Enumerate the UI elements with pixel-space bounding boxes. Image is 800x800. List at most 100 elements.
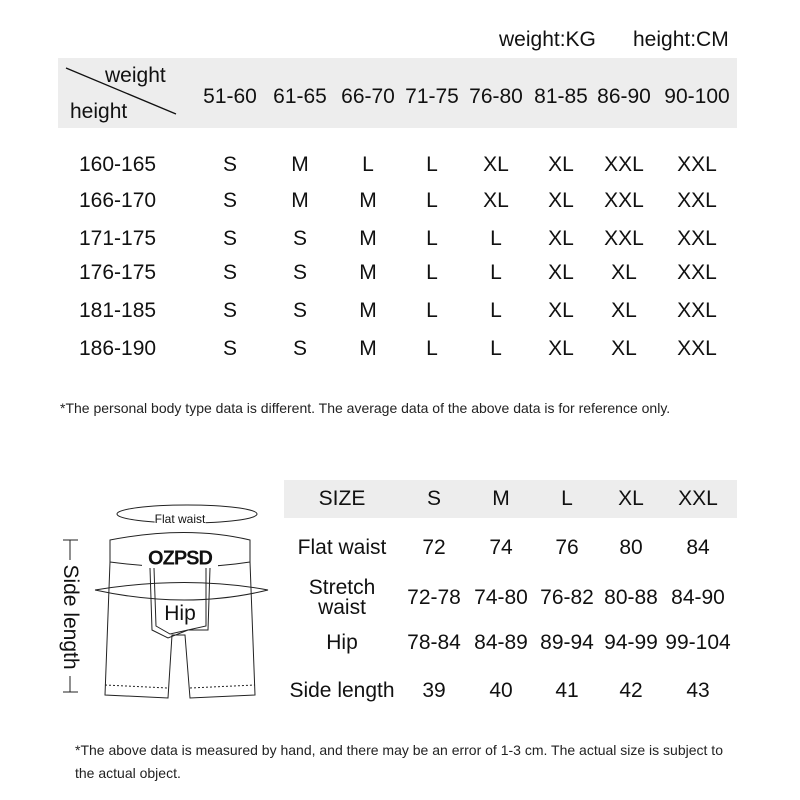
- measurement-note-line2: the actual object.: [75, 765, 181, 781]
- measurement-label: Side length: [289, 679, 395, 702]
- size-cell: XXL: [604, 153, 644, 176]
- measurement-cell: 72: [422, 536, 446, 559]
- size-cell: XXL: [677, 337, 717, 360]
- weight-column-header: 76-80: [469, 85, 523, 108]
- table2-header: [284, 480, 737, 518]
- size-cell: XL: [548, 227, 574, 250]
- size-cell: M: [359, 337, 377, 360]
- size-cell: XL: [483, 153, 509, 176]
- corner-height: height: [70, 100, 128, 123]
- measurement-cell: 42: [619, 679, 643, 702]
- measurement-cell: 84-89: [474, 631, 528, 654]
- size-column-header: SIZE: [318, 487, 366, 510]
- size-column-header: L: [561, 487, 573, 510]
- measurement-label: Stretch waist: [308, 576, 376, 619]
- measurement-label: Flat waist: [297, 536, 387, 559]
- size-column-header: XXL: [678, 487, 718, 510]
- size-cell: XXL: [677, 227, 717, 250]
- height-unit: height:CM: [633, 28, 729, 51]
- measurement-cell: 78-84: [407, 631, 461, 654]
- size-cell: XXL: [677, 299, 717, 322]
- size-cell: S: [222, 189, 238, 212]
- reference-note: *The personal body type data is differen…: [60, 400, 671, 416]
- table1-header: [58, 58, 737, 128]
- measurement-cell: 76-82: [540, 586, 594, 609]
- size-cell: S: [292, 337, 308, 360]
- size-column-header: M: [492, 487, 510, 510]
- weight-column-header: 66-70: [341, 85, 395, 108]
- size-cell: M: [359, 189, 377, 212]
- weight-unit: weight:KG: [499, 28, 596, 51]
- weight-column-header: 51-60: [203, 85, 257, 108]
- measurement-label: Hip: [326, 631, 358, 654]
- weight-column-header: 71-75: [405, 85, 459, 108]
- height-row-label: 176-175: [79, 261, 157, 284]
- size-cell: M: [359, 261, 377, 284]
- measurement-cell: 40: [489, 679, 513, 702]
- size-cell: XL: [483, 189, 509, 212]
- height-row-label: 171-175: [79, 227, 157, 250]
- size-cell: L: [426, 189, 438, 212]
- size-cell: XL: [548, 299, 574, 322]
- size-cell: XXL: [677, 153, 717, 176]
- size-cell: S: [222, 337, 238, 360]
- size-cell: S: [222, 227, 238, 250]
- size-cell: M: [359, 227, 377, 250]
- measurement-cell: 80: [619, 536, 643, 559]
- weight-column-header: 90-100: [664, 85, 730, 108]
- height-row-label: 160-165: [79, 153, 157, 176]
- size-cell: L: [490, 337, 502, 360]
- size-column-header: XL: [618, 487, 644, 510]
- size-cell: XXL: [677, 261, 717, 284]
- hip-label: Hip: [164, 602, 196, 625]
- measurement-cell: 99-104: [665, 631, 731, 654]
- measurement-note-line1: *The above data is measured by hand, and…: [75, 742, 723, 758]
- size-cell: L: [426, 337, 438, 360]
- size-cell: XXL: [677, 189, 717, 212]
- size-cell: S: [222, 261, 238, 284]
- measurement-cell: 76: [555, 536, 579, 559]
- size-cell: XL: [611, 299, 637, 322]
- size-cell: XXL: [604, 227, 644, 250]
- flat-waist-label: Flat waist: [154, 512, 206, 526]
- measurement-cell: 39: [422, 679, 446, 702]
- size-cell: L: [426, 227, 438, 250]
- size-cell: XL: [548, 153, 574, 176]
- height-row-label: 181-185: [79, 299, 157, 322]
- weight-column-header: 61-65: [273, 85, 327, 108]
- size-cell: M: [291, 153, 309, 176]
- measurement-cell: 74: [489, 536, 513, 559]
- size-cell: M: [291, 189, 309, 212]
- height-row-label: 186-190: [79, 337, 157, 360]
- size-cell: S: [292, 261, 308, 284]
- measurement-cell: 94-99: [604, 631, 658, 654]
- measurement-cell: 80-88: [604, 586, 658, 609]
- diagonal-divider: [65, 67, 177, 115]
- size-cell: L: [426, 261, 438, 284]
- size-cell: XL: [611, 261, 637, 284]
- measurement-cell: 72-78: [407, 586, 461, 609]
- weight-column-header: 81-85: [534, 85, 588, 108]
- size-cell: XL: [548, 337, 574, 360]
- size-cell: L: [426, 299, 438, 322]
- size-cell: XL: [548, 261, 574, 284]
- size-cell: S: [222, 299, 238, 322]
- measurement-cell: 84: [686, 536, 710, 559]
- brand-logo: OZPSD: [148, 547, 213, 570]
- size-cell: L: [426, 153, 438, 176]
- size-cell: L: [490, 299, 502, 322]
- size-cell: XL: [611, 337, 637, 360]
- measurement-cell: 74-80: [474, 586, 528, 609]
- size-cell: XL: [548, 189, 574, 212]
- weight-column-header: 86-90: [597, 85, 651, 108]
- size-cell: S: [222, 153, 238, 176]
- height-row-label: 166-170: [79, 189, 157, 212]
- size-column-header: S: [426, 487, 442, 510]
- side-length-label: Side length: [59, 564, 82, 670]
- size-cell: XXL: [604, 189, 644, 212]
- measurement-cell: 43: [686, 679, 710, 702]
- size-cell: L: [490, 261, 502, 284]
- size-cell: L: [362, 153, 374, 176]
- measurement-cell: 84-90: [671, 586, 725, 609]
